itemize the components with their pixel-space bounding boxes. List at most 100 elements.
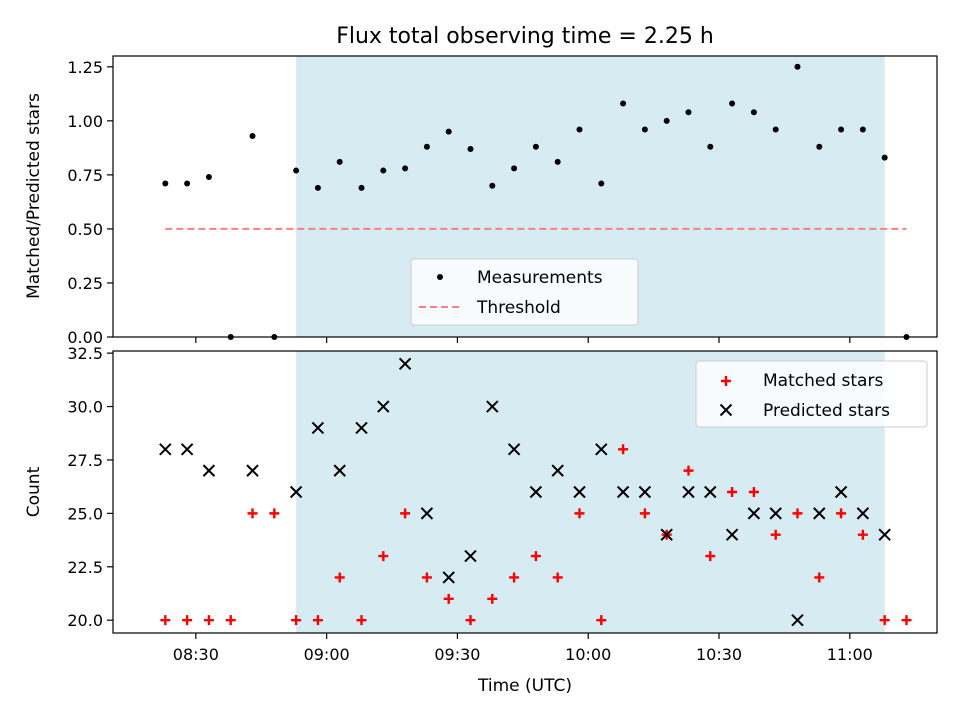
predicted-stars-point	[704, 485, 717, 499]
matched-stars-point	[770, 529, 781, 540]
predicted-stars-point	[464, 549, 477, 563]
legend-predicted-marker	[719, 403, 733, 417]
legend-measurements-label: Measurements	[477, 268, 603, 288]
matched-stars-point	[552, 572, 563, 583]
matched-stars-point	[596, 615, 607, 626]
y-tick-label: 0.00	[67, 328, 103, 347]
matched-stars-point	[530, 551, 541, 562]
legend-matched-label: Matched stars	[763, 371, 883, 391]
measurement-point	[620, 100, 627, 107]
measurement-point	[489, 182, 496, 189]
matched-stars-point	[748, 487, 759, 497]
matched-stars-point	[225, 615, 236, 626]
measurement-point	[641, 126, 648, 133]
measurement-point	[467, 145, 474, 152]
matched-stars-point	[182, 615, 193, 626]
matched-stars-point	[879, 615, 890, 626]
predicted-stars-point	[638, 485, 652, 499]
measurement-point	[293, 167, 300, 174]
measurement-point	[576, 126, 583, 133]
axes-frame	[112, 350, 938, 634]
matched-stars-point	[421, 572, 432, 583]
predicted-stars-point	[747, 507, 761, 520]
top-y-axis-label: Matched/Predicted stars	[24, 93, 44, 299]
measurement-point	[816, 143, 823, 150]
measurement-point	[380, 167, 387, 174]
y-tick-label: 22.5	[67, 558, 103, 577]
predicted-stars-point	[246, 464, 259, 477]
legend-measurements-marker	[437, 274, 443, 280]
matched-stars-point	[792, 508, 803, 519]
matched-stars-point	[400, 508, 411, 519]
bottom-y-axis-label: Count	[24, 466, 44, 517]
measurement-point	[445, 128, 452, 135]
matched-stars-point	[509, 572, 520, 583]
predicted-stars-point	[573, 485, 586, 499]
measurement-point	[511, 165, 518, 172]
matched-stars-point	[574, 508, 585, 519]
x-tick-label: 09:00	[304, 645, 350, 664]
top-panel: 0.00 0.25 0.50 0.75 1.00 1.25 Measurements Thre…	[67, 55, 938, 347]
matched-stars-point	[465, 615, 476, 626]
matched-stars-point	[901, 615, 912, 626]
predicted-stars-point	[486, 400, 499, 413]
predicted-stars-point	[355, 421, 368, 435]
y-tick-label: 30.0	[67, 398, 103, 417]
predicted-stars-point	[202, 464, 216, 477]
figure-title: Flux total observing time = 2.25 h	[336, 24, 714, 49]
legend-predicted-label: Predicted stars	[763, 401, 890, 421]
matched-stars-point	[356, 615, 367, 626]
measurement-point	[162, 180, 169, 187]
matched-stars-point	[618, 444, 629, 455]
predicted-stars-point	[616, 485, 630, 499]
measurement-point	[663, 117, 670, 124]
matched-stars-point	[443, 593, 454, 604]
predicted-stars-point	[529, 485, 543, 499]
matched-stars-point	[836, 508, 847, 519]
matched-stars-point	[683, 465, 694, 476]
measurement-point	[358, 184, 365, 191]
measurement-point	[249, 132, 256, 139]
matched-stars-point	[705, 551, 716, 562]
predicted-stars-point	[791, 613, 804, 627]
x-tick-label: 11:00	[827, 645, 873, 664]
y-tick-label: 1.00	[67, 112, 103, 131]
measurement-point	[707, 143, 714, 150]
predicted-stars-point	[878, 528, 891, 541]
predicted-stars-point	[180, 443, 194, 456]
measurement-point	[750, 109, 757, 116]
predicted-stars-point	[507, 443, 521, 456]
predicted-stars-point	[159, 443, 172, 456]
y-tick-label: 32.5	[67, 344, 103, 363]
predicted-stars-point	[420, 507, 434, 520]
predicted-stars-point	[311, 421, 325, 435]
axes-frame	[112, 55, 938, 338]
measurement-point	[838, 126, 845, 133]
predicted-stars-point	[813, 507, 826, 520]
measurement-point	[184, 180, 191, 187]
x-tick-label: 10:30	[696, 645, 742, 664]
measurement-point	[598, 180, 605, 187]
x-tick-label: 09:30	[434, 645, 480, 664]
measurement-point	[729, 100, 736, 107]
predicted-stars-point	[769, 507, 782, 520]
matched-stars-point	[312, 615, 323, 626]
y-tick-label: 25.0	[67, 504, 103, 523]
y-tick-label: 0.75	[67, 166, 103, 185]
legend-box	[695, 360, 928, 428]
measurement-point	[554, 158, 561, 165]
measurement-point	[532, 143, 539, 150]
matched-stars-point	[269, 508, 280, 519]
legend-matched-marker	[721, 376, 731, 386]
matched-stars-point	[487, 593, 498, 604]
predicted-stars-point	[333, 464, 346, 477]
predicted-stars-point	[834, 485, 848, 499]
measurement-point	[423, 143, 430, 150]
y-tick-label: 20.0	[67, 611, 103, 630]
matched-stars-point	[814, 572, 825, 583]
matched-stars-point	[727, 487, 738, 497]
y-tick-label: 0.25	[67, 274, 103, 293]
matched-stars-point	[378, 551, 389, 562]
measurement-point	[859, 126, 866, 133]
